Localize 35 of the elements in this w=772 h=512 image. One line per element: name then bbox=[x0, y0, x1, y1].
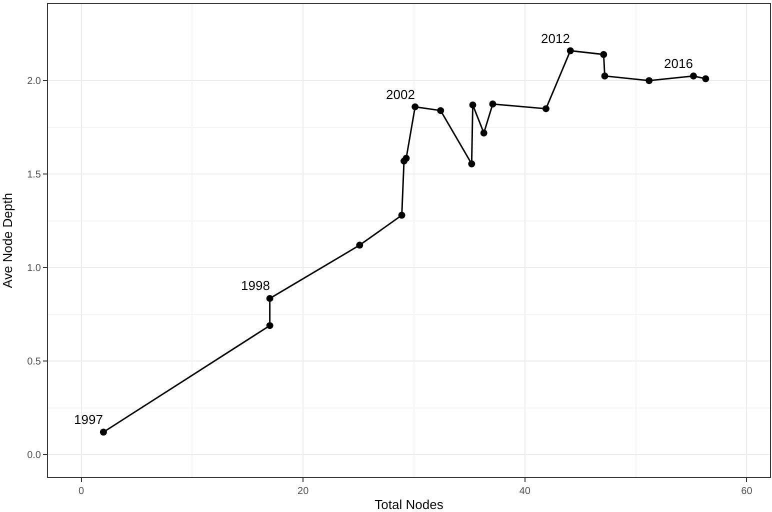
annotation: 1998 bbox=[241, 278, 270, 293]
point bbox=[702, 75, 710, 82]
point bbox=[398, 212, 406, 219]
point bbox=[566, 47, 574, 54]
point bbox=[266, 294, 274, 302]
y-tick-label: 1.5 bbox=[27, 170, 42, 181]
annotation: 2012 bbox=[541, 31, 570, 46]
y-tick-label: 2.0 bbox=[27, 76, 42, 88]
point bbox=[402, 154, 410, 162]
point bbox=[489, 100, 496, 108]
point bbox=[601, 72, 608, 80]
point bbox=[437, 107, 444, 114]
point bbox=[100, 428, 107, 436]
y-tick-label: 0.5 bbox=[27, 356, 42, 368]
point bbox=[600, 50, 608, 58]
point bbox=[469, 101, 476, 108]
x-tick-label: 60 bbox=[741, 486, 753, 497]
y-tick-label: 0.0 bbox=[27, 450, 42, 462]
y-axis-title: Ave Node Depth bbox=[0, 192, 15, 288]
point bbox=[480, 130, 488, 136]
point bbox=[412, 103, 419, 110]
x-tick-label: 0 bbox=[78, 486, 84, 497]
point bbox=[646, 77, 653, 84]
point bbox=[468, 160, 476, 168]
x-tick-label: 40 bbox=[519, 486, 531, 497]
annotation: 2016 bbox=[664, 56, 693, 71]
annotation: 2002 bbox=[386, 87, 415, 102]
annotation: 1997 bbox=[74, 412, 103, 427]
x-axis-title: Total Nodes bbox=[374, 497, 444, 512]
point bbox=[356, 242, 364, 249]
point bbox=[542, 105, 550, 112]
x-tick-label: 20 bbox=[298, 486, 310, 497]
point bbox=[690, 72, 697, 80]
y-tick-label: 1.0 bbox=[27, 263, 42, 274]
point bbox=[266, 322, 274, 330]
